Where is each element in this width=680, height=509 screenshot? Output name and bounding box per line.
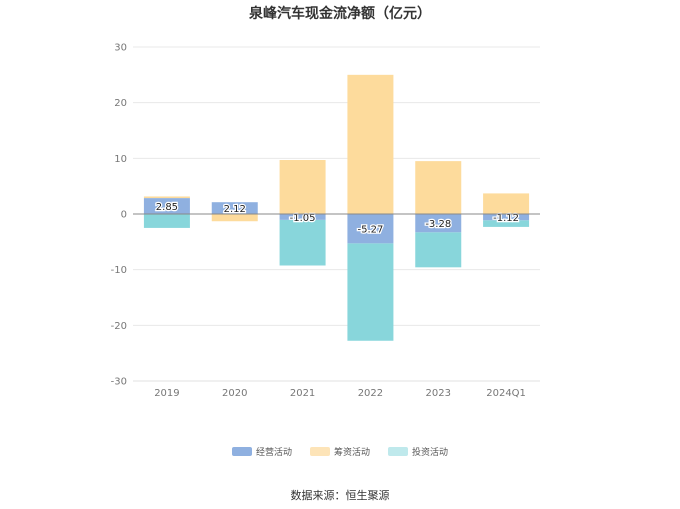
bar-segment [415,161,462,214]
x-tick-label: 2022 [358,388,383,399]
x-tick-label: 2019 [154,388,179,399]
bar-segment [483,220,530,227]
x-tick-label: 2024Q1 [486,388,526,399]
bar-segment [347,74,394,214]
legend-swatch [309,447,330,456]
data-label: -1.05 [290,213,316,224]
bar-segment [415,214,462,233]
bar-segment [143,196,190,199]
bar-segment [347,214,394,244]
y-tick-label: 30 [114,43,127,54]
data-label: -3.28 [425,219,451,230]
x-tick-label: 2020 [222,388,247,399]
bar-segment [279,214,326,220]
bar-segment [143,198,190,214]
bar-segment [483,193,530,214]
y-tick-label: 10 [114,154,127,165]
bar-segment [347,243,394,341]
data-label: 2.12 [224,204,246,215]
bar-segment [483,214,530,221]
bar-segment [143,214,190,228]
legend-label: 投资活动 [412,448,449,458]
data-label: -1.12 [493,213,519,224]
legend-item[interactable]: 经营活动 [231,445,292,458]
chart-title: 泉峰汽车现金流净额（亿元） [249,6,431,22]
x-tick-label: 2023 [426,388,451,399]
bar-segment [415,232,462,268]
bar-segment [211,214,258,222]
y-tick-label: -20 [111,321,127,332]
legend-item[interactable]: 投资活动 [388,445,448,458]
bar-segment [279,219,326,266]
legend: 经营活动 筹资活动 投资活动 [0,445,680,458]
bar-segment [279,160,326,214]
source-note: 数据来源：恒生聚源 [290,489,390,502]
data-label: -5.27 [357,225,383,236]
y-tick-label: -10 [111,265,127,276]
legend-label: 筹资活动 [333,448,370,458]
data-label: 2.85 [156,202,178,213]
legend-swatch [231,447,252,456]
y-tick-label: -30 [111,377,127,388]
y-tick-label: 20 [114,98,127,109]
legend-label: 经营活动 [255,448,292,458]
legend-swatch [388,447,408,456]
y-tick-label: 0 [121,210,127,221]
legend-item[interactable]: 筹资活动 [309,445,370,458]
x-tick-label: 2021 [290,388,315,399]
bar-segment [211,202,258,214]
chart-area: 30 20 10 0 -10 -20 -30 2019 2020 2021 2022 2023 2024… [111,43,540,399]
